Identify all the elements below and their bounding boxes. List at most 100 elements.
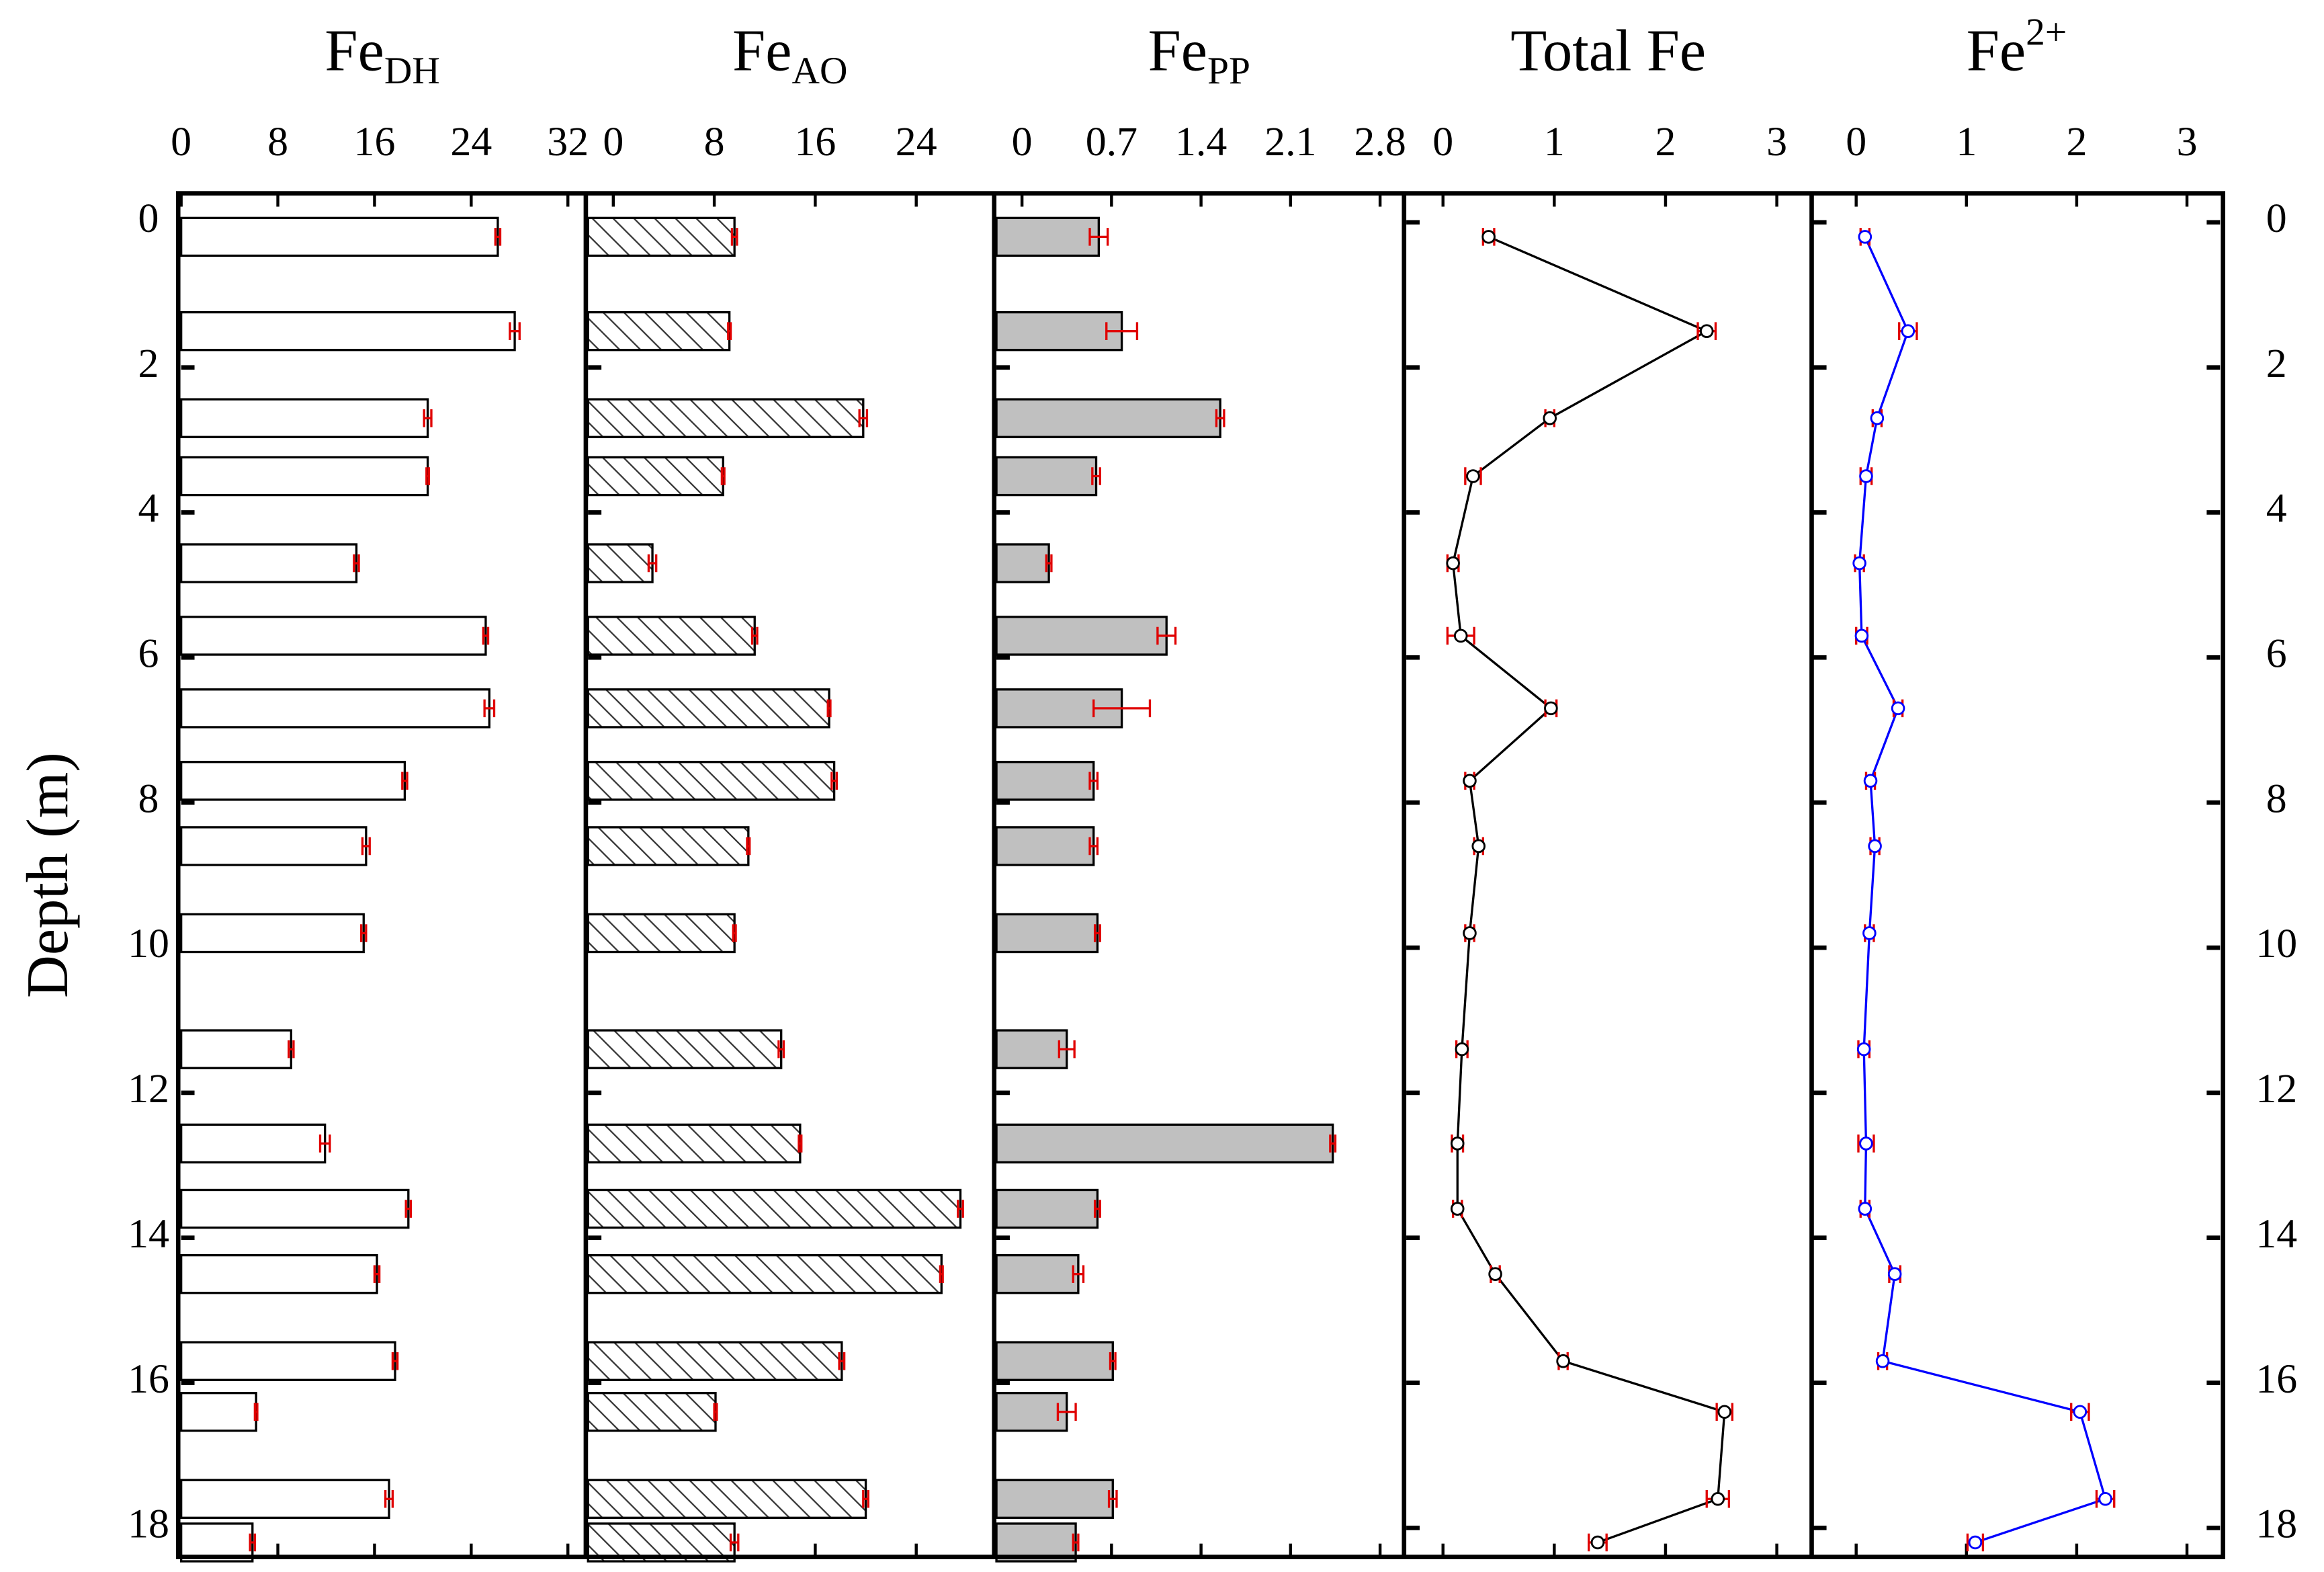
- error-bar: [730, 228, 738, 246]
- bar: [179, 398, 429, 438]
- bar: [179, 1479, 390, 1519]
- error-bar: [1156, 626, 1177, 645]
- data-point: [1590, 1535, 1605, 1550]
- error-bar: [1109, 1352, 1117, 1370]
- error-bar: [777, 1040, 785, 1059]
- data-point: [2073, 1405, 2088, 1419]
- x-tick-label: 0: [603, 119, 623, 165]
- panel-title: FePP: [1148, 18, 1250, 92]
- data-point: [1717, 1405, 1732, 1419]
- data-point: [1455, 1042, 1469, 1057]
- data-point: [1711, 1491, 1725, 1506]
- bar: [587, 1392, 717, 1432]
- title-subscript: PP: [1207, 50, 1250, 92]
- bar: [587, 826, 750, 866]
- bar: [587, 543, 654, 583]
- error-bar: [727, 322, 732, 340]
- x-tick-label: 0.7: [1086, 119, 1137, 165]
- bar: [995, 311, 1123, 351]
- data-point: [1463, 774, 1477, 788]
- error-bar: [838, 1352, 846, 1370]
- y-tick-label: 14: [128, 1211, 169, 1257]
- data-point: [1968, 1535, 1983, 1550]
- bar: [179, 913, 365, 954]
- data-point: [1891, 701, 1905, 716]
- x-tick-label: 16: [794, 119, 836, 165]
- x-tick-label: 32: [547, 119, 589, 165]
- error-bar: [425, 467, 431, 485]
- error-bar: [647, 554, 658, 573]
- bar: [587, 398, 865, 438]
- bar: [587, 616, 756, 656]
- data-point: [1887, 1267, 1902, 1281]
- bar: [179, 761, 406, 801]
- data-point: [1466, 469, 1480, 483]
- panel-title: Fe2+: [1967, 11, 2067, 84]
- error-bar: [862, 1490, 869, 1508]
- y-tick-label: 18: [128, 1501, 169, 1547]
- error-bar: [1215, 409, 1225, 427]
- y-tick-label: 6: [2266, 631, 2287, 677]
- data-point: [1862, 926, 1877, 940]
- x-tick-label: 8: [267, 119, 288, 165]
- x-tick-label: 2.1: [1264, 119, 1316, 165]
- data-line: [1451, 235, 1726, 1544]
- panel-title: FeAO: [732, 18, 847, 92]
- data-point: [1556, 1354, 1570, 1368]
- error-bar: [732, 924, 737, 942]
- error-bar: [1091, 467, 1101, 485]
- data-point: [1488, 1267, 1502, 1281]
- bar: [179, 1029, 292, 1069]
- x-tick-label: 3: [1766, 119, 1787, 165]
- bar: [587, 456, 724, 497]
- error-bar: [798, 1134, 803, 1153]
- error-bar: [288, 1040, 295, 1059]
- bar: [995, 1188, 1099, 1229]
- data-point: [1875, 1354, 1890, 1368]
- data-point: [2098, 1491, 2112, 1506]
- y-tick-label: 10: [128, 921, 169, 966]
- bar: [587, 761, 836, 801]
- error-bar: [384, 1490, 394, 1508]
- bar: [179, 1341, 396, 1381]
- error-bar: [404, 1200, 413, 1218]
- x-tick-label: 0: [1432, 119, 1453, 165]
- y-tick-label: 16: [2255, 1356, 2297, 1402]
- bar: [587, 1029, 783, 1069]
- error-bar: [1329, 1134, 1337, 1153]
- bar: [179, 826, 368, 866]
- bar: [995, 1341, 1114, 1381]
- bar: [587, 216, 736, 257]
- bar: [587, 1341, 843, 1381]
- data-point: [1859, 469, 1873, 483]
- data-point: [1863, 774, 1878, 788]
- title-subscript: AO: [792, 50, 848, 92]
- title-main: Fe: [732, 18, 791, 84]
- data-point: [1471, 839, 1486, 854]
- error-bar: [1045, 554, 1053, 573]
- error-bar: [373, 1265, 381, 1283]
- error-bar: [729, 1533, 740, 1552]
- y-tick-label: 2: [2266, 341, 2287, 386]
- y-tick-label: 4: [2266, 486, 2287, 532]
- data-point: [1463, 926, 1477, 940]
- bar: [995, 1392, 1068, 1432]
- y-tick-label: 8: [2266, 776, 2287, 821]
- y-tick-label: 16: [128, 1356, 169, 1402]
- y-tick-label: 12: [2255, 1066, 2297, 1112]
- error-bar: [423, 409, 433, 427]
- x-tick-label: 2: [1655, 119, 1676, 165]
- error-bar: [858, 409, 869, 427]
- error-bar: [713, 1403, 718, 1421]
- error-bar: [830, 772, 838, 790]
- error-bar: [939, 1265, 944, 1283]
- y-tick-label: 0: [2266, 196, 2287, 241]
- bar: [587, 1188, 962, 1229]
- error-bar: [249, 1533, 257, 1552]
- y-tick-label: 0: [138, 196, 159, 241]
- error-bar: [1072, 1265, 1085, 1283]
- data-point: [1481, 230, 1496, 244]
- error-bar: [318, 1134, 331, 1153]
- error-bar: [359, 924, 368, 942]
